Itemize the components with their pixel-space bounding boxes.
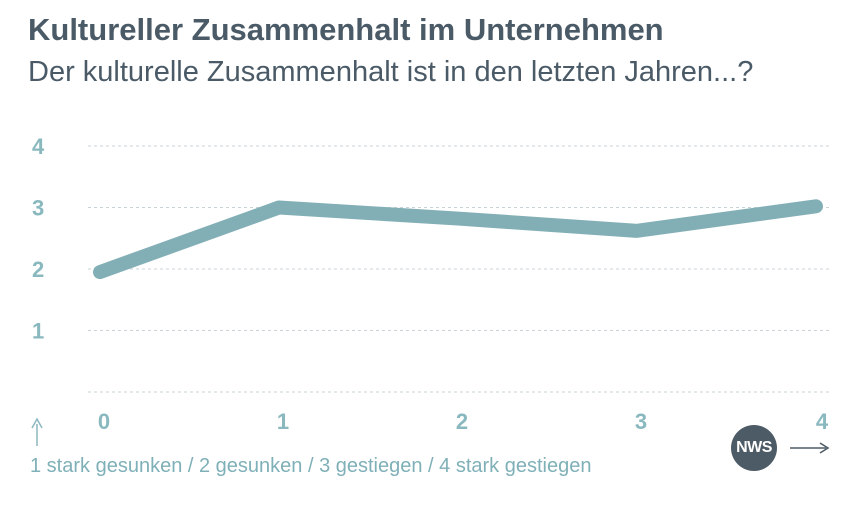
chart-title: Kultureller Zusammenhalt im Unternehmen	[28, 12, 664, 47]
y-axis-arrow-head	[31, 417, 43, 429]
y-tick-labels: 1 2 3 4	[32, 134, 45, 344]
x-axis-arrow-head	[819, 442, 830, 454]
x-tick-label: 0	[98, 409, 110, 434]
data-point	[457, 218, 459, 220]
gridlines	[88, 145, 830, 393]
x-tick-label: 1	[277, 409, 289, 434]
data-point	[278, 207, 280, 208]
scale-legend: 1 stark gesunken / 2 gesunken / 3 gestie…	[30, 455, 592, 477]
series-line	[93, 199, 823, 280]
axis-arrows	[31, 417, 830, 454]
data-point	[636, 230, 638, 232]
x-tick-label: 2	[456, 409, 468, 434]
data-point	[815, 205, 817, 207]
series-lines	[93, 199, 823, 280]
y-tick-label: 2	[32, 257, 44, 282]
chart-subtitle: Der kulturelle Zusammenhalt ist in den l…	[28, 56, 754, 88]
y-tick-label: 3	[32, 196, 44, 221]
x-tick-label: 4	[816, 409, 829, 434]
y-tick-label: 4	[32, 134, 45, 159]
y-tick-label: 1	[32, 319, 44, 344]
nws-logo: NWS	[731, 425, 777, 471]
x-tick-labels: 0 1 2 3 4	[98, 409, 829, 434]
x-tick-label: 3	[635, 409, 647, 434]
data-point	[99, 271, 101, 273]
